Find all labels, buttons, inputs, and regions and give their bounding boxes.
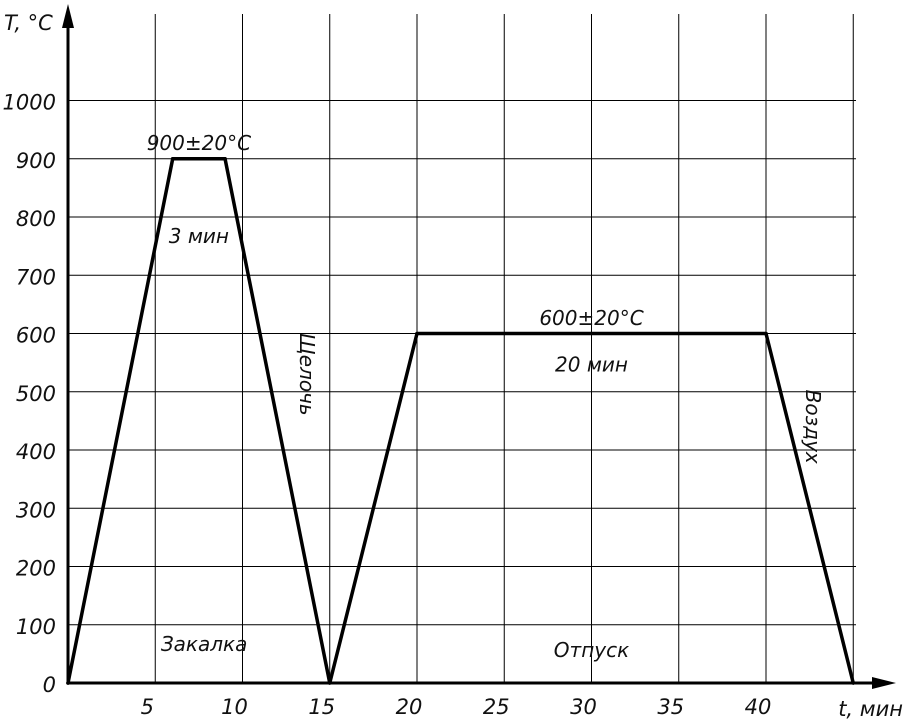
series-point <box>170 156 175 161</box>
x-tick-label: 15 <box>308 695 335 719</box>
annotation-label: Отпуск <box>554 638 629 662</box>
series-point <box>764 331 768 336</box>
y-tick-label: 100 <box>16 615 56 639</box>
x-tick-label: 10 <box>221 695 248 719</box>
x-axis-arrow <box>872 677 896 689</box>
series-point <box>223 156 227 161</box>
annotation-label: 3 мин <box>169 224 229 248</box>
series-point <box>327 681 332 685</box>
annotation-label: Воздух <box>801 390 825 464</box>
labels: 0 100 200 300 400 500 600 700 800 900 1000 5 10 15 20 2… <box>3 11 903 721</box>
y-tick-label: 800 <box>16 207 56 231</box>
series-point <box>66 681 70 685</box>
y-axis-arrow <box>62 4 74 28</box>
x-tick-label: 5 <box>141 695 154 719</box>
y-axis-label: T, °C <box>4 11 53 35</box>
y-tick-label: 0 <box>43 673 56 697</box>
y-tick-label: 200 <box>16 557 56 581</box>
annotation-label: 20 мин <box>555 352 628 376</box>
x-tick-label: 25 <box>483 695 510 719</box>
x-tick-label: 30 <box>570 695 597 719</box>
x-tick-label: 35 <box>657 695 684 719</box>
y-tick-label: 900 <box>16 149 56 173</box>
x-tick-label: 40 <box>745 695 772 719</box>
annotation-label: Щелочь <box>295 333 319 416</box>
annotation-label: 600±20°C <box>539 306 643 330</box>
annotation-label: Закалка <box>161 632 248 656</box>
x-tick-label: 20 <box>396 695 423 719</box>
y-tick-label: 1000 <box>3 91 56 115</box>
grid <box>67 14 856 683</box>
x-axis-label: t, мин <box>838 697 903 721</box>
y-tick-label: 400 <box>16 440 56 464</box>
series-point <box>851 681 856 685</box>
annotation-label: 900±20°C <box>147 131 251 155</box>
y-tick-label: 600 <box>16 324 56 348</box>
y-tick-label: 500 <box>16 382 56 406</box>
y-tick-label: 700 <box>16 265 56 289</box>
y-tick-label: 300 <box>16 498 56 522</box>
series <box>66 156 856 685</box>
axes <box>62 4 896 689</box>
series-point <box>415 331 419 336</box>
